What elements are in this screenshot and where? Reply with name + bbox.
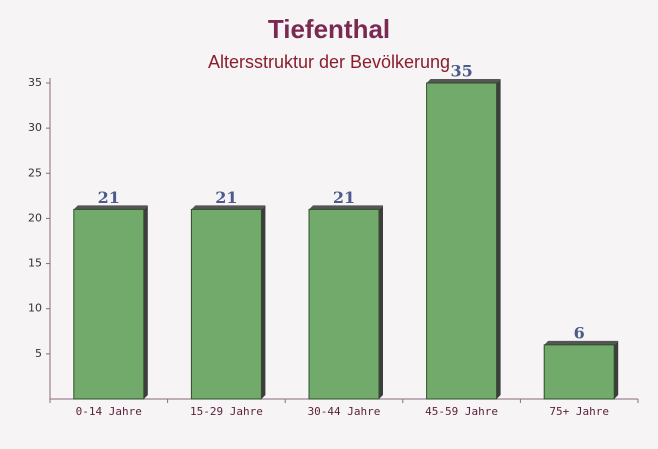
- bar-shadow: [496, 79, 501, 399]
- chart-title: Tiefenthal: [268, 14, 390, 44]
- bar-shadow: [379, 205, 383, 399]
- bar-shadow: [614, 340, 619, 399]
- bar: [73, 208, 145, 400]
- y-tick-label: 10: [28, 302, 42, 315]
- value-label: 21: [215, 188, 237, 207]
- y-tick-label: 15: [28, 257, 42, 270]
- y-tick-label: 30: [28, 121, 42, 134]
- y-tick-label: 5: [35, 347, 42, 360]
- bar-shadow: [544, 340, 619, 345]
- chart-subtitle: Altersstruktur der Bevölkerung: [208, 52, 450, 72]
- bar-shadow: [73, 205, 148, 210]
- value-label: 21: [98, 188, 120, 207]
- y-tick-label: 25: [28, 166, 42, 179]
- value-label: 35: [450, 62, 472, 81]
- x-tick-label: 0-14 Jahre: [76, 405, 142, 418]
- x-tick-label: 75+ Jahre: [549, 405, 609, 418]
- bar: [190, 208, 262, 400]
- bar-shadow: [143, 205, 148, 399]
- bar: [543, 344, 615, 400]
- bar-shadow: [191, 205, 266, 210]
- bar-shadow: [309, 205, 383, 210]
- x-tick-label: 45-59 Jahre: [425, 405, 498, 418]
- bar: [426, 82, 498, 400]
- x-tick-label: 15-29 Jahre: [190, 405, 263, 418]
- value-label: 6: [574, 323, 585, 342]
- y-tick-label: 35: [28, 76, 42, 89]
- bar-shadow: [426, 79, 501, 83]
- bar-shadow: [261, 205, 266, 399]
- value-label: 21: [333, 188, 355, 207]
- x-tick-label: 30-44 Jahre: [308, 405, 381, 418]
- y-tick-label: 20: [28, 211, 42, 224]
- bar: [308, 208, 380, 400]
